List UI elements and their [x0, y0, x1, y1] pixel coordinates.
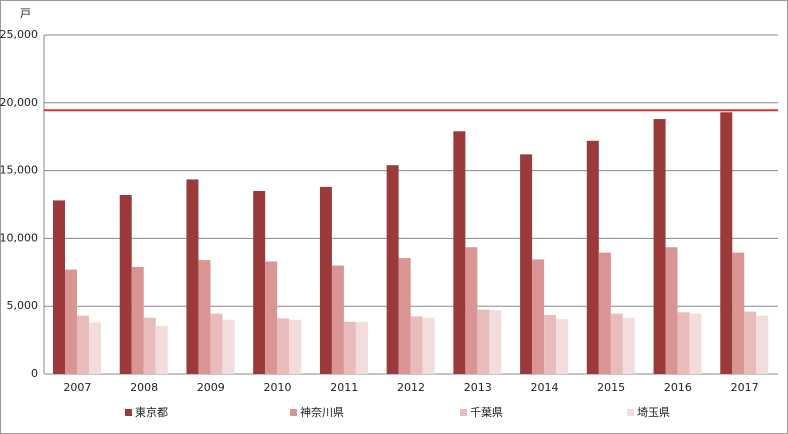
bar [265, 261, 278, 374]
bar [186, 179, 199, 374]
y-tick-label: 25,000 [0, 28, 38, 41]
bar [720, 112, 733, 375]
bar [355, 321, 368, 374]
bar [77, 315, 89, 374]
x-tick-label: 2017 [731, 381, 759, 394]
bar [756, 315, 769, 374]
y-tick-label: 15,000 [0, 164, 38, 177]
bar [253, 190, 266, 374]
bar [119, 195, 132, 374]
bar [610, 313, 623, 374]
x-tick-label: 2015 [597, 381, 625, 394]
bar [210, 313, 223, 374]
legend-label: 神奈川県 [300, 405, 344, 419]
bar [622, 317, 635, 374]
bar [677, 312, 690, 374]
bar [289, 319, 302, 374]
bar [131, 266, 144, 374]
y-tick-label: 0 [31, 367, 38, 380]
legend-swatch [125, 409, 132, 416]
bar [410, 316, 423, 374]
bar [155, 325, 168, 374]
legend-swatch [290, 409, 297, 416]
bar [556, 319, 569, 374]
bar [520, 154, 533, 374]
bar [477, 309, 490, 374]
bar [653, 119, 666, 375]
bar [331, 265, 344, 374]
bar [65, 269, 77, 374]
bar [689, 313, 702, 374]
bar [53, 200, 65, 374]
y-unit: 戸 [20, 7, 31, 20]
bar [89, 322, 101, 374]
bar [198, 260, 211, 374]
bar [732, 252, 745, 374]
bar [343, 321, 356, 374]
bar [398, 258, 411, 374]
x-tick-label: 2016 [664, 381, 692, 394]
y-tick-label: 20,000 [0, 96, 38, 109]
x-tick-label: 2014 [530, 381, 558, 394]
legend-label: 千葉県 [470, 405, 503, 419]
bar [277, 318, 290, 374]
bar [453, 131, 466, 374]
bar [143, 317, 156, 374]
x-tick-label: 2012 [397, 381, 425, 394]
bar [532, 259, 545, 374]
bar [665, 247, 678, 374]
x-tick-label: 2009 [197, 381, 225, 394]
bar [422, 317, 435, 374]
bar [598, 252, 611, 374]
x-tick-label: 2011 [330, 381, 358, 394]
legend-swatch [460, 409, 467, 416]
bar [744, 311, 757, 374]
legend-label: 埼玉県 [637, 405, 670, 419]
x-tick-label: 2008 [130, 381, 158, 394]
bar [319, 186, 332, 374]
x-tick-label: 2007 [63, 381, 91, 394]
y-tick-label: 5,000 [7, 299, 39, 312]
x-tick-label: 2010 [264, 381, 292, 394]
bar [465, 247, 478, 374]
bar [386, 165, 399, 374]
legend-label: 東京都 [135, 405, 168, 419]
bar [489, 310, 502, 374]
bar [222, 319, 235, 374]
bar [544, 315, 557, 374]
y-tick-label: 10,000 [0, 231, 38, 244]
legend-swatch [627, 409, 634, 416]
x-tick-label: 2013 [464, 381, 492, 394]
bar [586, 140, 599, 374]
